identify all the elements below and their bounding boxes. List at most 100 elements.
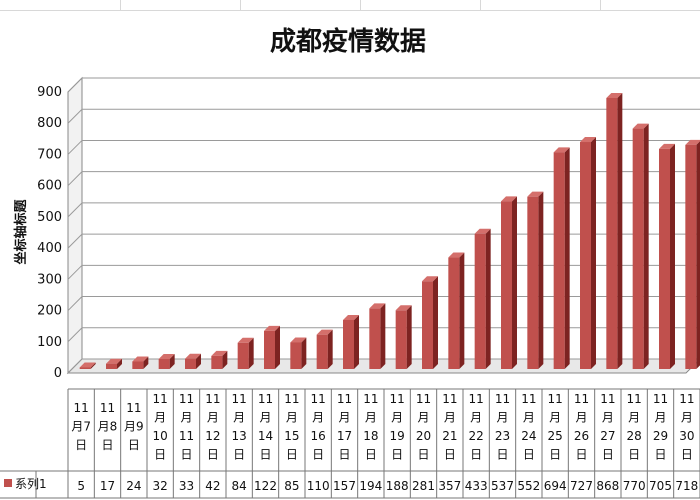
x-tick-label: 11: [179, 429, 194, 443]
x-tick-label: 23: [495, 429, 510, 443]
x-tick-label: 日: [365, 448, 377, 462]
x-tick-label: 11: [416, 392, 431, 406]
gridline: [67, 327, 700, 343]
x-tick-label: 日: [75, 438, 87, 452]
x-tick-label: 11: [126, 401, 141, 415]
bar-side: [354, 314, 359, 369]
bar: [158, 359, 170, 369]
gridline: [67, 296, 700, 311]
x-tick-label: 11: [495, 392, 510, 406]
bar-top: [237, 337, 254, 343]
bar-side: [643, 123, 649, 369]
x-tick-label: 月: [654, 411, 666, 425]
y-tick-label: 200: [37, 304, 62, 319]
x-tick-label: 月: [575, 411, 587, 425]
x-tick-label: 日: [470, 448, 482, 462]
bar-top: [185, 353, 201, 359]
x-tick-label: 25: [548, 429, 563, 443]
bar: [553, 152, 565, 369]
x-tick-label: 日: [154, 448, 166, 462]
data-label: 32: [153, 479, 168, 493]
x-tick-label: 11: [153, 392, 168, 406]
bar-side: [90, 362, 96, 369]
y-tick-label: 600: [37, 179, 62, 194]
x-tick-label: 月: [444, 411, 456, 425]
x-tick-label: 日: [101, 438, 113, 452]
bar: [501, 201, 512, 369]
bar: [659, 148, 670, 369]
bar: [606, 97, 618, 369]
y-tick-label: 300: [37, 272, 62, 287]
data-label: 5: [77, 479, 85, 493]
bar-top: [290, 337, 307, 343]
data-label: 433: [465, 479, 488, 493]
data-label: 110: [307, 479, 330, 493]
y-tick-label: 400: [37, 241, 62, 256]
data-label: 705: [649, 479, 672, 493]
bar-top: [132, 356, 149, 362]
bar: [632, 128, 644, 369]
x-tick-label: 月: [549, 411, 561, 425]
bar-side: [591, 137, 596, 369]
y-axis: 0 100 200 300 400 500 600 700 800 900: [37, 85, 62, 381]
bar-top: [474, 228, 491, 234]
x-tick-label: 11: [311, 392, 326, 406]
bar-side: [406, 305, 412, 369]
bar-top: [264, 325, 280, 331]
x-tick-label: 月: [365, 411, 377, 425]
bar: [211, 355, 223, 369]
bar: [395, 310, 407, 369]
x-tick-label: 日: [523, 448, 535, 462]
x-tick-label: 月7: [71, 420, 91, 434]
x-tick-label: 月: [207, 411, 219, 425]
x-tick-label: 日: [417, 448, 429, 462]
data-label: 537: [491, 479, 514, 493]
x-tick-label: 11: [653, 392, 668, 406]
bar: [422, 281, 433, 369]
data-label: 157: [333, 479, 356, 493]
data-label: 24: [126, 479, 141, 493]
bar: [343, 319, 354, 369]
bar-side: [512, 196, 517, 369]
gridline: [67, 264, 700, 280]
x-tick-label: 月: [628, 411, 640, 425]
spreadsheet-grid: [0, 0, 700, 11]
gridline: [67, 358, 700, 374]
bar-top: [527, 191, 544, 197]
x-tick-label: 月: [312, 411, 324, 425]
x-tick-label: 29: [653, 429, 668, 443]
x-tick-label: 月: [602, 411, 614, 425]
bar: [106, 363, 117, 369]
legend-label: 系列1: [15, 477, 47, 491]
x-tick-label: 11: [100, 401, 115, 415]
bar-side: [485, 228, 491, 369]
x-tick-label: 日: [602, 448, 614, 462]
gridline: [67, 77, 700, 93]
x-tick-label: 月: [180, 411, 192, 425]
x-tick-label: 28: [627, 429, 642, 443]
bar-side: [222, 350, 228, 369]
bar: [264, 330, 275, 369]
bar-top: [369, 303, 386, 309]
data-label: 122: [254, 479, 277, 493]
bar-side: [459, 252, 465, 369]
x-tick-label: 月: [496, 411, 508, 425]
bar-top: [685, 139, 700, 145]
x-tick-label: 15: [284, 429, 299, 443]
bar: [369, 308, 381, 369]
bar-side: [433, 276, 438, 369]
bar: [290, 342, 302, 369]
x-tick-label: 月: [233, 411, 245, 425]
data-label: 868: [596, 479, 619, 493]
data-label: 357: [438, 479, 461, 493]
bar-side: [327, 329, 333, 369]
x-tick-label: 13: [232, 429, 247, 443]
data-label: 188: [386, 479, 409, 493]
gridline: [67, 233, 700, 249]
bars: [79, 92, 700, 369]
gridline: [67, 171, 700, 187]
x-tick-label: 日: [391, 448, 403, 462]
x-tick-label: 11: [337, 392, 352, 406]
x-tick-label: 月: [470, 411, 482, 425]
data-label: 84: [232, 479, 247, 493]
